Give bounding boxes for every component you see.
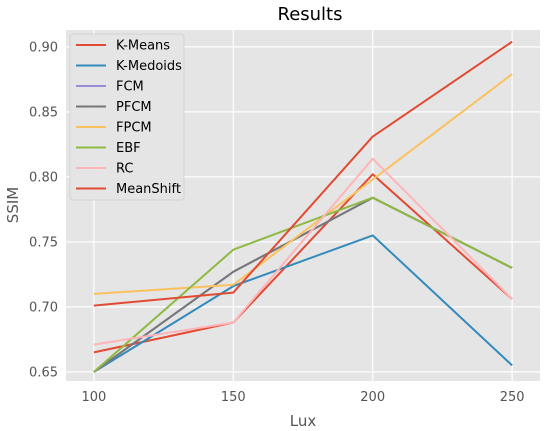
legend-label: EBF	[116, 141, 141, 156]
y-tick-label: 0.85	[29, 105, 58, 120]
y-tick-label: 0.70	[29, 300, 58, 315]
x-axis-label: Lux	[290, 412, 317, 430]
legend-label: FCM	[116, 80, 144, 95]
legend-label: MeanShift	[116, 182, 181, 197]
series-line-fpcm	[93, 73, 513, 295]
y-axis-label: SSIM	[4, 187, 22, 223]
x-tick-label: 250	[500, 390, 525, 405]
series-line-k-medoids	[93, 234, 513, 373]
y-tick-label: 0.75	[29, 235, 58, 250]
series-line-ebf	[93, 196, 513, 373]
legend-label: PFCM	[116, 100, 152, 115]
legend-label: K-Medoids	[116, 59, 182, 74]
series-line-k-means	[93, 173, 513, 354]
x-tick-label: 150	[221, 390, 246, 405]
legend-label: RC	[116, 162, 133, 177]
legend-box	[69, 33, 185, 201]
y-tick-label: 0.90	[29, 40, 58, 55]
chart-title: Results	[278, 4, 343, 25]
x-tick-label: 100	[81, 390, 106, 405]
series-line-meanshift	[93, 40, 513, 307]
y-tick-label: 0.80	[29, 170, 58, 185]
series-lines	[93, 40, 513, 373]
series-line-rc	[93, 157, 513, 346]
y-tick-label: 0.65	[29, 365, 58, 380]
legend-label: FPCM	[116, 121, 152, 136]
tick-labels: 100 150 200 250 0.65 0.70 0.75 0.80 0.85 0.90	[29, 40, 524, 405]
legend: K-Means K-Medoids FCM PFCM FPCM EBF RC MeanShif…	[69, 33, 185, 201]
x-tick-label: 200	[360, 390, 385, 405]
legend-label: K-Means	[116, 39, 170, 54]
